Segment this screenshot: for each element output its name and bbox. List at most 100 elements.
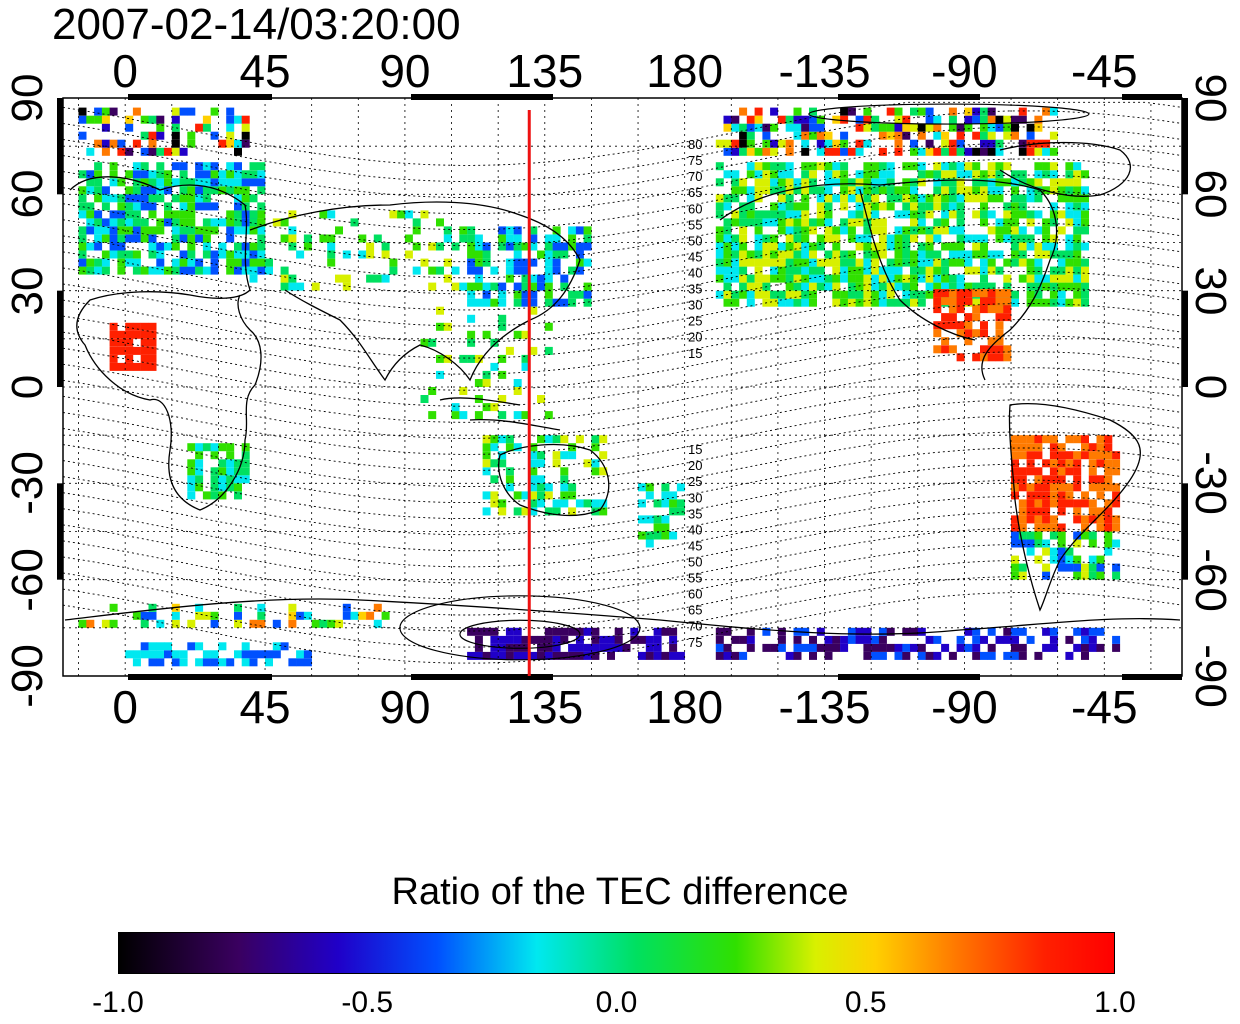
tec-cell (218, 658, 227, 667)
tec-cell (202, 218, 211, 227)
tec-cell (801, 139, 810, 148)
tec-cell (171, 178, 180, 187)
tec-cell (1026, 147, 1035, 156)
tec-cell (529, 346, 538, 355)
tec-cell (544, 627, 553, 636)
tec-cell (941, 313, 950, 322)
tec-cell (560, 635, 569, 644)
tec-cell (280, 218, 289, 227)
tec-cell (1088, 475, 1097, 484)
tec-cell (187, 202, 196, 211)
tec-cell (599, 643, 608, 652)
tec-cell (886, 266, 895, 275)
tec-cell (1011, 483, 1019, 492)
tec-cell (832, 162, 841, 171)
tec-cell (739, 234, 748, 243)
tec-cell (902, 234, 911, 243)
tec-cell (195, 202, 204, 211)
tec-cell (840, 170, 849, 179)
tec-cell (482, 242, 491, 251)
tec-cell (521, 330, 530, 339)
tec-cell (529, 451, 538, 460)
tec-cell (1073, 475, 1082, 484)
tec-cell (1081, 451, 1089, 460)
tec-cell (482, 467, 491, 476)
tec-cell (226, 250, 235, 259)
tec-cell (226, 443, 235, 452)
contour-label: 20 (688, 458, 702, 473)
tec-cell (653, 635, 662, 644)
tec-cell (1042, 107, 1051, 116)
tec-cell (1034, 507, 1043, 516)
lon-tick-bottom: 90 (379, 681, 431, 733)
tec-cell (505, 467, 514, 476)
tec-cell (964, 186, 973, 195)
tec-cell (195, 467, 204, 476)
tec-cell (1042, 147, 1051, 156)
tec-cell (972, 353, 981, 362)
tec-cell (218, 170, 227, 179)
tec-cell (521, 258, 530, 267)
tec-cell (132, 107, 141, 116)
tec-cell (505, 274, 514, 283)
tec-cell (86, 210, 95, 219)
tec-cell (101, 226, 110, 235)
tec-cell (451, 403, 460, 412)
tec-cell (366, 611, 375, 620)
tec-cell (809, 298, 817, 307)
tec-cell (995, 329, 1004, 338)
tec-cell (202, 115, 211, 124)
tec-cell (948, 202, 957, 211)
tec-cell (1042, 539, 1051, 548)
tec-cell (980, 329, 988, 338)
tec-cell (948, 210, 957, 219)
tec-cell (739, 123, 748, 132)
tec-cell (187, 491, 196, 500)
tec-cell (94, 234, 103, 243)
tec-cell (762, 131, 771, 140)
contour-label: 45 (688, 538, 702, 553)
colorbar-tick: 0.5 (844, 986, 887, 1019)
tec-cell (241, 123, 250, 132)
tec-cell (762, 643, 771, 652)
tec-cell (878, 170, 887, 179)
tec-cell (552, 651, 561, 660)
tec-cell (731, 290, 740, 299)
tec-cell (801, 250, 810, 259)
tec-cell (653, 515, 662, 524)
tec-cell (467, 338, 476, 347)
tec-cell (956, 242, 965, 251)
tec-cell (894, 194, 903, 203)
tec-cell (171, 194, 180, 203)
tec-cell (109, 234, 118, 243)
tec-cell (187, 218, 196, 227)
tec-cell (731, 635, 740, 644)
tec-cell (241, 658, 250, 667)
tec-cell (226, 258, 235, 267)
tec-cell (739, 258, 748, 267)
tec-cell (863, 258, 872, 267)
tec-cell (777, 115, 786, 124)
tec-cell (980, 178, 988, 187)
tec-cell (855, 282, 864, 291)
tec-cell (1034, 451, 1043, 460)
tec-cell (467, 234, 476, 243)
tec-cell (1003, 202, 1012, 211)
tec-cell (117, 346, 126, 355)
tec-cell (498, 411, 507, 420)
tec-cell (412, 226, 421, 235)
tec-cell (218, 178, 227, 187)
tec-cell (156, 226, 165, 235)
tec-cell (910, 282, 918, 291)
tec-cell (187, 139, 196, 148)
tec-cell (878, 123, 887, 132)
tec-cell (1065, 298, 1074, 307)
tec-cell (809, 123, 817, 132)
contour-label: 65 (688, 185, 702, 200)
tec-cell (210, 467, 219, 476)
tec-cell (661, 531, 670, 540)
tec-cell (809, 250, 817, 259)
tec-cell (987, 139, 996, 148)
tec-cell (948, 321, 957, 330)
contour-label: 45 (688, 249, 702, 264)
